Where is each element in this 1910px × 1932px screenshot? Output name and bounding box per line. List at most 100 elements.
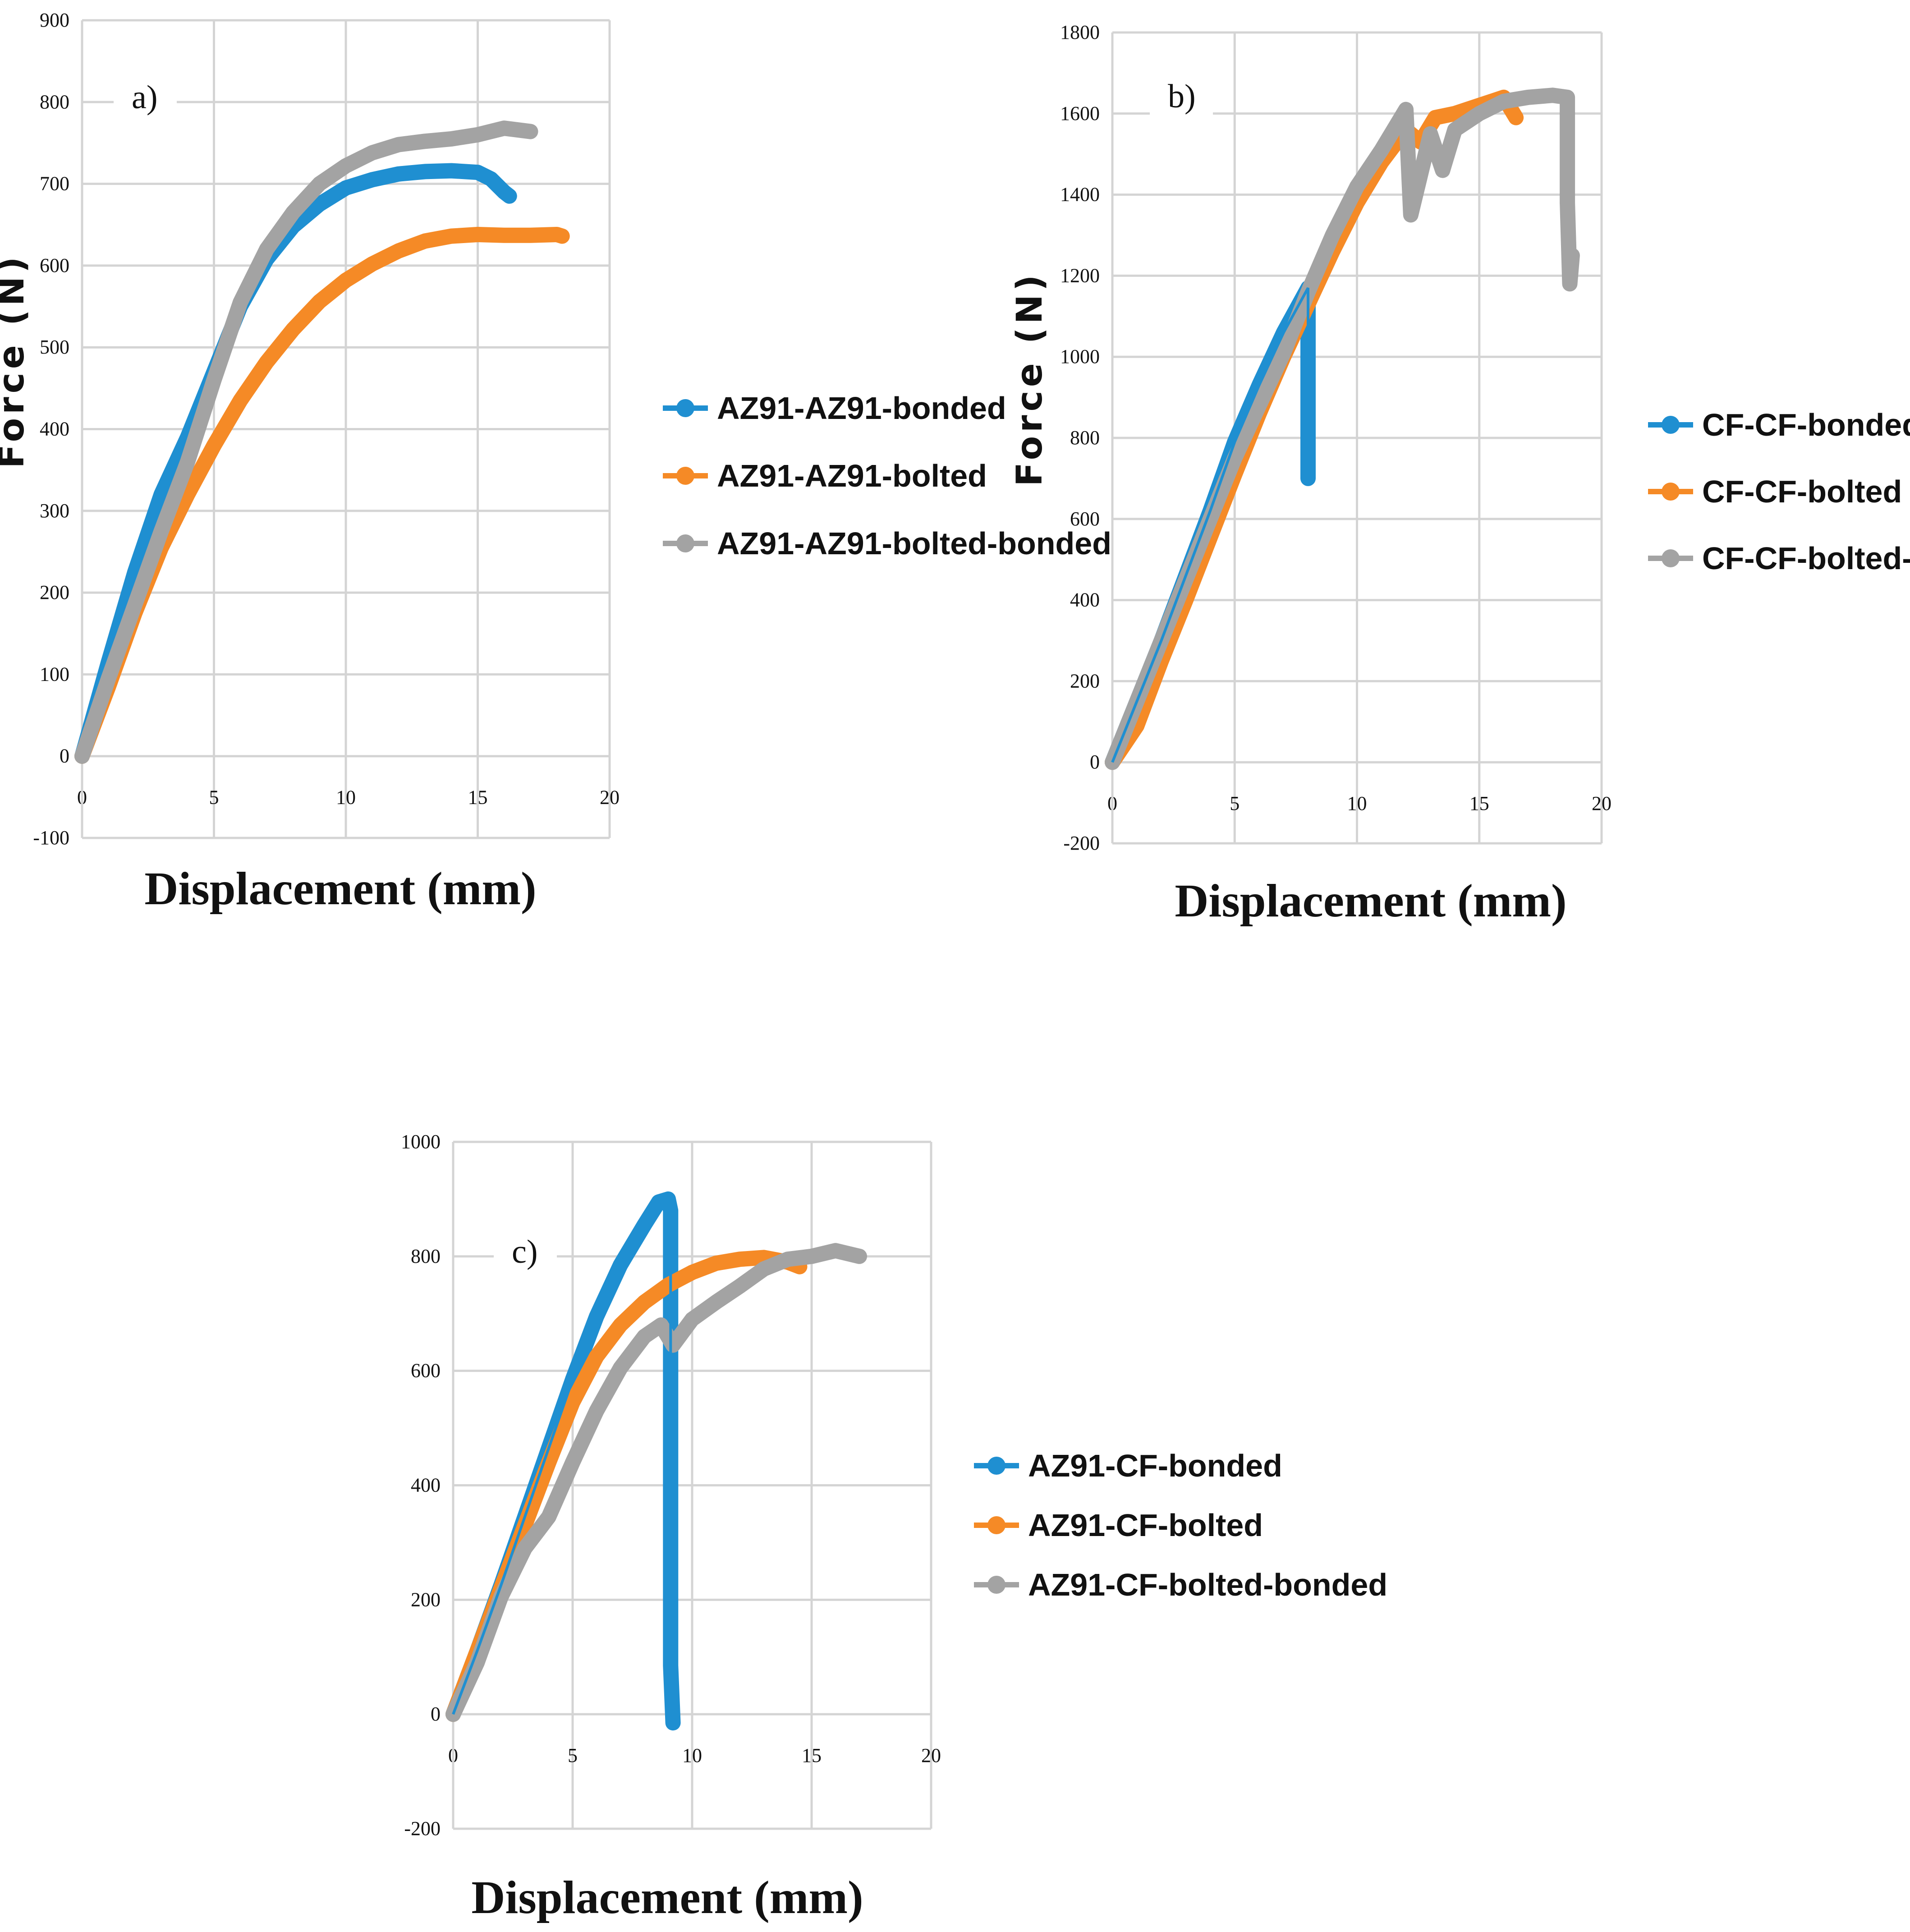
data-point bbox=[1423, 127, 1437, 141]
data-point bbox=[418, 165, 432, 179]
data-point bbox=[418, 134, 432, 148]
data-point bbox=[1509, 110, 1523, 124]
data-point bbox=[1350, 179, 1364, 193]
data-point bbox=[181, 455, 194, 469]
y-tick-label: -100 bbox=[33, 827, 69, 849]
x-tick-label: 15 bbox=[468, 787, 488, 809]
data-point bbox=[101, 672, 115, 685]
y-tick-label: 400 bbox=[411, 1474, 441, 1496]
legend-entry: CF-CF-bonded bbox=[1702, 407, 1910, 442]
data-point bbox=[312, 294, 326, 308]
data-point bbox=[445, 164, 458, 178]
data-point bbox=[75, 749, 89, 763]
series-CF-CF-bolted-bonded bbox=[1105, 87, 1580, 770]
legend-swatch-marker bbox=[1662, 549, 1680, 567]
legend-swatch-marker bbox=[987, 1576, 1006, 1594]
data-point bbox=[312, 177, 326, 191]
data-point bbox=[523, 124, 537, 138]
data-point bbox=[339, 159, 353, 173]
data-point bbox=[1428, 110, 1442, 124]
data-point bbox=[542, 1510, 556, 1524]
panel-label: a) bbox=[132, 79, 158, 116]
chart-panel-c: -2000200400600800100005101520c)Displacem… bbox=[401, 1131, 1387, 1923]
data-point bbox=[497, 121, 511, 135]
data-point bbox=[154, 488, 168, 501]
failure-drop-line bbox=[452, 1197, 675, 1723]
data-point bbox=[365, 173, 379, 187]
data-point bbox=[709, 1256, 723, 1270]
y-tick-label: 0 bbox=[431, 1703, 441, 1725]
x-tick-label: 5 bbox=[568, 1744, 578, 1766]
data-point bbox=[733, 1279, 747, 1293]
x-tick-label: 10 bbox=[1347, 792, 1367, 814]
data-point bbox=[339, 273, 353, 287]
chart-panel-b: -200020040060080010001200140016001800051… bbox=[1010, 21, 1910, 927]
y-tick-label: 600 bbox=[1070, 508, 1100, 530]
data-point bbox=[661, 1278, 675, 1292]
data-point bbox=[1399, 102, 1413, 116]
data-point bbox=[128, 598, 142, 612]
x-axis-title: Displacement (mm) bbox=[471, 1872, 863, 1923]
data-point bbox=[1472, 106, 1486, 120]
data-point bbox=[638, 1329, 651, 1343]
data-point bbox=[1404, 208, 1418, 222]
data-point bbox=[566, 1455, 579, 1469]
y-tick-label: 200 bbox=[1070, 670, 1100, 692]
data-point bbox=[286, 206, 300, 220]
data-point bbox=[709, 1295, 723, 1309]
data-point bbox=[733, 1252, 747, 1266]
data-point bbox=[590, 1404, 603, 1418]
data-point bbox=[654, 1318, 668, 1332]
y-tick-label: 1000 bbox=[401, 1131, 441, 1153]
panel-label-bg bbox=[494, 1231, 557, 1274]
y-tick-label: 400 bbox=[1070, 589, 1100, 611]
x-tick-label: 15 bbox=[802, 1744, 822, 1766]
data-point bbox=[1561, 90, 1575, 104]
legend-entry: CF-CF-bolted bbox=[1702, 474, 1902, 509]
y-tick-label: 800 bbox=[40, 91, 69, 113]
data-point bbox=[207, 438, 221, 452]
legend-swatch-marker bbox=[1662, 483, 1680, 501]
y-tick-label: -200 bbox=[404, 1817, 441, 1840]
legend-entry: AZ91-CF-bonded bbox=[1028, 1448, 1282, 1483]
y-tick-label: 900 bbox=[40, 9, 69, 31]
y-tick-label: 0 bbox=[1090, 751, 1100, 773]
legend-swatch-marker bbox=[676, 399, 694, 417]
data-point bbox=[260, 242, 274, 256]
series-line bbox=[445, 1243, 867, 1722]
series-line bbox=[74, 163, 517, 764]
data-point bbox=[566, 1395, 579, 1409]
y-tick-label: 500 bbox=[40, 336, 69, 358]
panel-label-bg bbox=[114, 77, 177, 120]
legend: AZ91-CF-bonded AZ91-CF-bolted AZ91-CF-bolt… bbox=[974, 1448, 1387, 1602]
x-tick-label: 10 bbox=[336, 787, 356, 809]
y-tick-label: 1400 bbox=[1060, 184, 1100, 206]
data-point bbox=[829, 1244, 842, 1258]
legend: AZ91-AZ91-bonded AZ91-AZ91-bolted AZ91-AZ9… bbox=[663, 391, 1111, 561]
panel-label-bg bbox=[1150, 76, 1213, 119]
data-point bbox=[1326, 228, 1340, 242]
data-point bbox=[1565, 248, 1579, 262]
data-point bbox=[471, 228, 485, 241]
panel-label: c) bbox=[512, 1233, 538, 1270]
legend-swatch-marker bbox=[676, 534, 694, 552]
data-point bbox=[1436, 163, 1450, 177]
series-AZ91-AZ91-bonded bbox=[74, 163, 517, 764]
data-point bbox=[392, 167, 405, 181]
x-axis-title: Displacement (mm) bbox=[1175, 875, 1566, 927]
data-point bbox=[260, 355, 274, 369]
legend-entry: AZ91-AZ91-bolted bbox=[717, 458, 987, 493]
y-tick-label: 1000 bbox=[1060, 345, 1100, 368]
y-tick-label: 800 bbox=[411, 1245, 441, 1267]
y-tick-label: 700 bbox=[40, 173, 69, 195]
data-point bbox=[1276, 346, 1290, 360]
data-point bbox=[471, 128, 485, 142]
data-point bbox=[234, 394, 247, 407]
data-point bbox=[1563, 277, 1577, 291]
data-point bbox=[286, 322, 300, 336]
y-tick-label: 300 bbox=[40, 500, 69, 522]
y-tick-label: 0 bbox=[60, 745, 69, 767]
legend-entry: AZ91-CF-bolted-bonded bbox=[1028, 1567, 1387, 1602]
data-point bbox=[445, 229, 458, 243]
data-point bbox=[339, 181, 353, 195]
